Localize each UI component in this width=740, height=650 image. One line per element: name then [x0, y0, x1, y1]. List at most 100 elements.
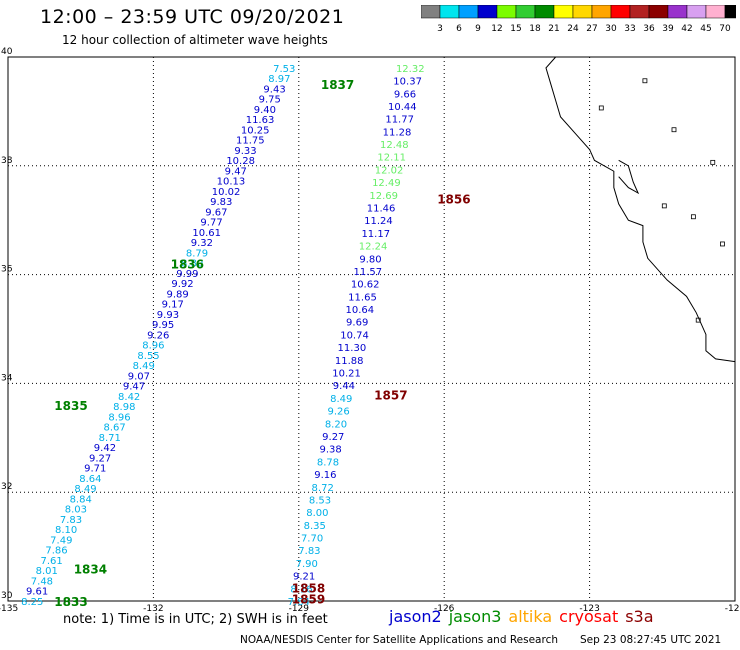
scale-tick-label: 15 — [510, 24, 521, 34]
scale-tick-label: 30 — [605, 24, 617, 34]
wave-height-value: 8.96 — [142, 341, 164, 352]
satellite-name-s3a: s3a — [625, 607, 654, 626]
scale-tick-label: 24 — [567, 24, 579, 34]
wave-height-value: 9.77 — [200, 218, 222, 229]
wave-height-value: 9.40 — [254, 105, 276, 116]
wave-height-value: 8.72 — [312, 483, 334, 494]
wave-height-value: 8.35 — [304, 521, 326, 532]
wave-height-value: 9.27 — [89, 453, 111, 464]
lake-outline — [661, 203, 667, 209]
wave-height-value: 9.17 — [162, 300, 184, 311]
wave-height-value: 8.10 — [55, 525, 77, 536]
longitude-tick-label: -129 — [289, 604, 310, 614]
wave-height-value: 9.95 — [152, 320, 174, 331]
wave-height-value: 11.63 — [246, 115, 275, 126]
longitude-tick-label: -126 — [434, 604, 455, 614]
wave-height-value: 10.25 — [241, 125, 270, 136]
wave-height-value: 9.75 — [259, 95, 281, 106]
bay-outline — [618, 159, 640, 195]
scale-tick-label: 18 — [529, 24, 541, 34]
scale-tick-label: 3 — [437, 24, 443, 34]
wave-height-value: 8.96 — [108, 412, 130, 423]
wave-height-value: 10.21 — [332, 369, 361, 380]
satellite-name-cryosat: cryosat — [559, 607, 619, 626]
pass-time-label: 1834 — [74, 562, 107, 576]
wave-height-value: 11.28 — [383, 127, 412, 138]
lake-outline — [671, 127, 677, 133]
wave-height-value: 10.64 — [346, 305, 375, 316]
wave-height-value: 8.25 — [21, 597, 43, 608]
wave-height-value: 11.75 — [236, 136, 265, 147]
wave-height-value: 8.16 — [290, 584, 312, 595]
pass-time-label: 1859 — [292, 592, 325, 606]
wave-height-value: 7.84 — [288, 597, 310, 608]
wave-height-value: 7.83 — [60, 515, 82, 526]
pass-time-label: 1857 — [374, 388, 407, 402]
lake-outline — [642, 78, 648, 84]
wave-height-value: 12.11 — [377, 153, 406, 164]
wave-height-value: 8.49 — [74, 484, 96, 495]
scale-tick-label: 9 — [475, 24, 481, 34]
wave-height-value: 10.13 — [217, 177, 246, 188]
wave-height-value: 12.49 — [372, 178, 401, 189]
lake-outline — [690, 214, 696, 220]
wave-height-value: 9.71 — [84, 464, 106, 475]
timestamp: Sep 23 08:27:45 UTC 2021 — [580, 634, 722, 646]
wave-height-value: 7.70 — [301, 534, 323, 545]
wave-height-value: 9.47 — [123, 382, 145, 393]
wave-height-value: 9.42 — [94, 443, 116, 454]
wave-height-value: 9.69 — [346, 318, 368, 329]
wave-height-value: 9.47 — [225, 166, 247, 177]
wave-height-value: 9.93 — [157, 310, 179, 321]
wave-height-value: 8.84 — [70, 494, 92, 505]
lake-outline — [695, 317, 701, 323]
wave-height-value: 8.49 — [133, 361, 155, 372]
wave-height-value: 8.97 — [268, 74, 290, 85]
lake-outline — [720, 241, 725, 247]
wave-height-value: 9.43 — [263, 84, 285, 95]
pass-time-label: 1833 — [54, 595, 87, 609]
wave-height-value: 8.78 — [317, 457, 339, 468]
wave-height-value: 9.07 — [128, 371, 150, 382]
wave-height-value: 8.20 — [325, 419, 347, 430]
wave-height-value: 10.02 — [212, 187, 241, 198]
latitude-tick-label: 32 — [1, 482, 12, 492]
wave-height-value: 7.90 — [296, 559, 318, 570]
wave-height-value: 10.74 — [340, 330, 369, 341]
scale-tick-label: 45 — [700, 24, 711, 34]
wave-height-value: 8.01 — [36, 566, 58, 577]
wave-height-value: 11.30 — [338, 343, 367, 354]
wave-height-value: 7.83 — [298, 546, 320, 557]
wave-height-value: 8.49 — [330, 394, 352, 405]
wave-height-value: 8.42 — [118, 392, 140, 403]
wave-height-value: 11.77 — [385, 115, 414, 126]
wave-height-value: 9.26 — [147, 330, 169, 341]
longitude-tick-label: -120 — [725, 604, 740, 614]
wave-height-value: 7.48 — [31, 576, 53, 587]
wave-height-value: 11.57 — [353, 267, 382, 278]
longitude-tick-label: -135 — [0, 604, 18, 614]
wave-height-value: 8.53 — [309, 495, 331, 506]
wave-height-value: 8.03 — [65, 505, 87, 516]
wave-height-value: 12.69 — [369, 191, 398, 202]
satellite-name-jason3: jason3 — [448, 607, 502, 626]
wave-height-value: 8.55 — [137, 351, 159, 362]
scale-tick-label: 12 — [491, 24, 502, 34]
map-title: 12:00 – 23:59 UTC 09/20/2021 — [40, 6, 345, 28]
wave-height-value: 11.24 — [364, 216, 393, 227]
wave-height-value: 11.46 — [367, 204, 396, 215]
wave-height-value: 7.61 — [40, 556, 62, 567]
wave-height-value: 9.67 — [205, 207, 227, 218]
wave-height-value: 10.37 — [393, 77, 422, 88]
wave-height-value: 9.89 — [167, 289, 189, 300]
wave-height-value: 9.44 — [333, 381, 355, 392]
wave-height-value: 11.65 — [348, 292, 377, 303]
units-note: note: 1) Time is in UTC; 2) SWH is in fe… — [63, 612, 328, 627]
scale-tick-label: 6 — [456, 24, 462, 34]
wave-height-value: 9.92 — [171, 279, 193, 290]
scale-swatch — [724, 5, 736, 19]
wave-height-value: 8.64 — [79, 474, 101, 485]
wave-height-value: 9.32 — [191, 238, 213, 249]
wave-height-value: 10.61 — [192, 228, 221, 239]
